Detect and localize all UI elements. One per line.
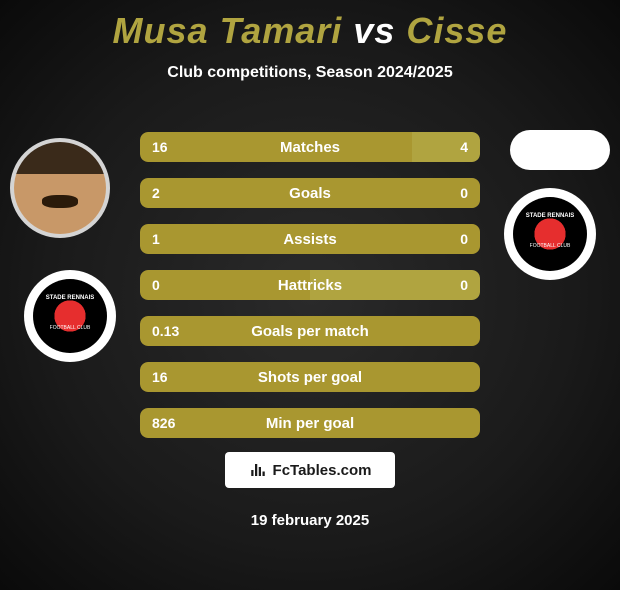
player2-club-badge: STADE RENNAIS FOOTBALL CLUB: [504, 188, 596, 280]
player2-name: Cisse: [406, 10, 507, 51]
date-label: 19 february 2025: [0, 512, 620, 529]
stat-row: 10Assists: [140, 224, 480, 254]
stat-label: Goals: [140, 178, 480, 208]
player1-club-badge: STADE RENNAIS FOOTBALL CLUB: [24, 270, 116, 362]
stat-row: 164Matches: [140, 132, 480, 162]
subtitle: Club competitions, Season 2024/2025: [0, 64, 620, 82]
site-logo-text: FcTables.com: [273, 462, 372, 479]
player1-avatar: [10, 138, 110, 238]
stat-label: Matches: [140, 132, 480, 162]
vs-word: vs: [353, 10, 395, 51]
stat-row: 00Hattricks: [140, 270, 480, 300]
stat-row: 16Shots per goal: [140, 362, 480, 392]
stat-row: 0.13Goals per match: [140, 316, 480, 346]
stat-row: 20Goals: [140, 178, 480, 208]
stat-label: Goals per match: [140, 316, 480, 346]
player2-avatar: [510, 130, 610, 170]
stat-label: Shots per goal: [140, 362, 480, 392]
club-badge-icon: STADE RENNAIS FOOTBALL CLUB: [33, 279, 107, 353]
stat-label: Assists: [140, 224, 480, 254]
stat-row: 826Min per goal: [140, 408, 480, 438]
stat-label: Min per goal: [140, 408, 480, 438]
player1-face-placeholder: [14, 142, 106, 234]
club-badge-line2: FOOTBALL CLUB: [33, 325, 107, 331]
comparison-title: Musa Tamari vs Cisse: [0, 10, 620, 52]
club-badge-line2: FOOTBALL CLUB: [513, 243, 587, 249]
player1-name: Musa Tamari: [113, 10, 343, 51]
stats-container: 164Matches 20Goals 10Assists 00Hattricks 0.1…: [140, 132, 480, 454]
club-badge-icon: STADE RENNAIS FOOTBALL CLUB: [513, 197, 587, 271]
club-badge-line1: STADE RENNAIS: [513, 213, 587, 219]
club-badge-line1: STADE RENNAIS: [33, 295, 107, 301]
stat-label: Hattricks: [140, 270, 480, 300]
site-logo[interactable]: FcTables.com: [225, 452, 395, 488]
chart-icon: [249, 461, 267, 479]
